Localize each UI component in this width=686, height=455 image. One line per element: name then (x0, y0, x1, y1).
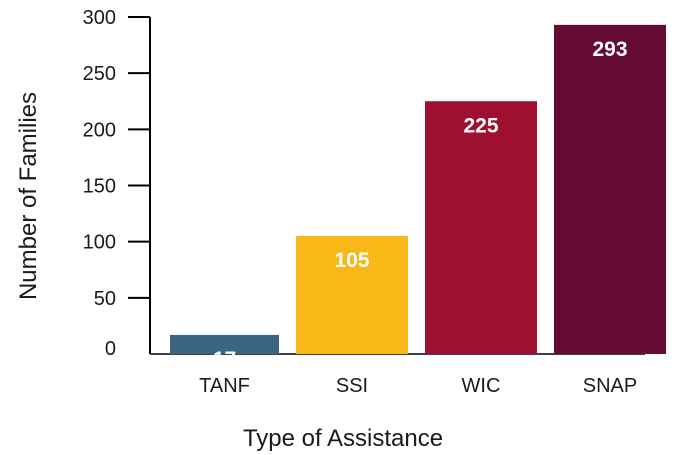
y-tick-label: 200 (83, 119, 116, 141)
x-tick-label: SSI (336, 375, 368, 397)
bar (554, 24, 666, 354)
y-axis-title: Number of Families (15, 92, 42, 300)
data-label: 225 (463, 114, 498, 137)
bar (425, 101, 537, 354)
y-tick-label: 250 (83, 63, 116, 85)
y-tick-label: 150 (83, 176, 116, 198)
data-label: 105 (334, 249, 369, 272)
bars: 17 105 225 293 (170, 24, 666, 371)
x-tick-label: WIC (462, 375, 501, 397)
y-axis: 0 50 100 150 200 250 300 (83, 7, 151, 360)
data-label: 17 (213, 348, 236, 371)
x-axis: TANF SSI WIC SNAP (150, 353, 645, 397)
x-tick-label: SNAP (583, 375, 637, 397)
x-tick-label: TANF (199, 375, 250, 397)
y-tick-label: 100 (83, 232, 116, 254)
y-tick-label: 50 (94, 288, 116, 310)
y-tick-label: 0 (105, 338, 116, 360)
data-label: 293 (592, 38, 627, 61)
y-tick-label: 300 (83, 7, 116, 29)
bar (170, 334, 279, 354)
x-axis-title: Type of Assistance (243, 425, 443, 452)
bar (296, 236, 408, 354)
